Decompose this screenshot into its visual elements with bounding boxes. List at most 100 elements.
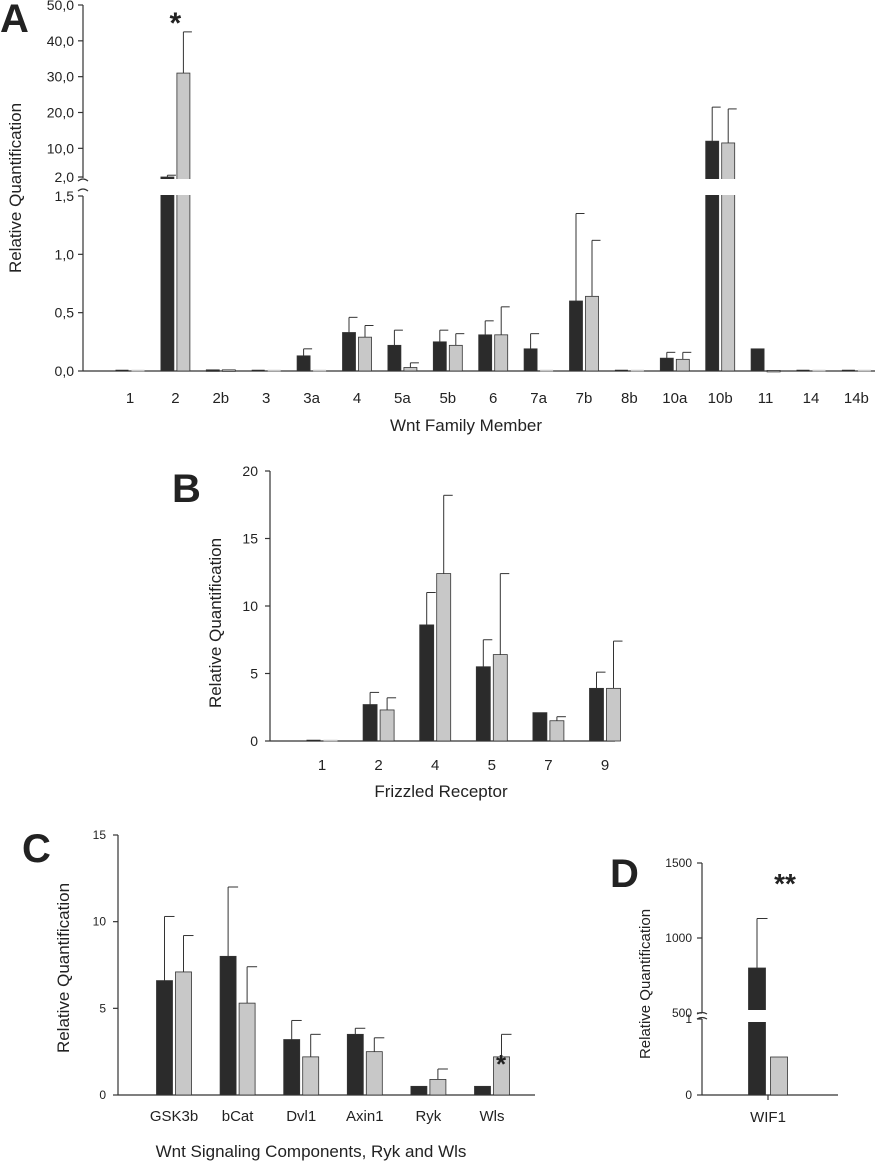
bar [432, 341, 447, 372]
bar [362, 704, 378, 742]
y-tick-label: 15 [242, 531, 258, 547]
panel-a-letter: A [0, 0, 29, 41]
y-tick-label: 1500 [665, 856, 692, 870]
y-tick-label: 10 [242, 598, 258, 614]
bar [419, 624, 435, 742]
bar [721, 142, 736, 372]
bar [549, 720, 565, 742]
bar [478, 334, 493, 372]
y-tick-label: 10,0 [47, 140, 74, 156]
bar [205, 369, 220, 372]
panel-a-y-title: Relative Quantification [6, 103, 25, 273]
y-tick-label: 0,0 [55, 363, 75, 379]
x-tick-label: 10b [708, 390, 733, 407]
bar [342, 332, 356, 372]
y-tick-label: 30,0 [47, 69, 74, 85]
panel-d-letter: D [610, 852, 639, 896]
y-tick-label: 0,5 [55, 305, 75, 321]
bar [302, 1056, 320, 1096]
panel-a-axis-break-icon [77, 178, 89, 192]
panel-d-bars: ** [745, 868, 796, 1096]
bar [175, 971, 192, 1096]
panel-c-bars: * [156, 886, 512, 1096]
bar [523, 348, 538, 372]
bar [238, 1002, 256, 1096]
bar [358, 336, 372, 372]
x-tick-label: 2 [374, 757, 382, 774]
y-tick-label: 5 [99, 1001, 106, 1015]
significance-star: * [496, 1049, 507, 1079]
x-tick-label: 5b [439, 390, 456, 407]
x-tick-label: 7 [544, 757, 552, 774]
y-tick-label: 15 [93, 828, 107, 842]
panel-a-x-title: Wnt Family Member [390, 416, 542, 435]
bar [156, 980, 173, 1096]
bar [219, 955, 237, 1096]
panel-c-x-title: Wnt Signaling Components, Ryk and Wls [156, 1142, 467, 1161]
bar [569, 300, 583, 372]
bar [474, 1085, 491, 1096]
x-tick-label: 5 [488, 757, 496, 774]
bar [379, 709, 395, 742]
panel-b-x-title: Frizzled Receptor [374, 782, 508, 801]
bar [532, 712, 548, 742]
y-tick-label: 10 [93, 915, 107, 929]
panel-c-letter: C [22, 827, 51, 871]
panel-b-letter: B [172, 467, 201, 511]
bar [492, 654, 508, 742]
x-tick-label: 2b [212, 390, 229, 407]
x-tick-label: 8b [621, 390, 638, 407]
x-tick-label: bCat [222, 1108, 255, 1125]
y-tick-label: 1 [685, 1012, 692, 1026]
x-tick-label: WIF1 [750, 1109, 786, 1126]
bar [346, 1033, 364, 1096]
bar [296, 355, 311, 372]
bar [659, 357, 674, 372]
bar [606, 687, 621, 742]
panel-d-x-tick-labels: WIF1 [750, 1095, 786, 1126]
panel-b-y-ticks: 0 5 10 15 20 [242, 463, 270, 749]
y-tick-label: 2,0 [55, 169, 75, 185]
bar [410, 1085, 428, 1096]
x-tick-label: 9 [601, 757, 609, 774]
x-tick-label: Wls [480, 1108, 505, 1125]
axis-break-gap [150, 179, 200, 195]
bar [589, 687, 604, 742]
bar [283, 1039, 301, 1096]
y-tick-label: 40,0 [47, 33, 74, 49]
x-tick-label: 3a [303, 390, 320, 407]
y-tick-label: 1,0 [55, 246, 75, 262]
x-tick-label: 10a [662, 390, 688, 407]
bar [675, 358, 690, 372]
bar [387, 344, 402, 372]
panel-a-bars: * [115, 7, 871, 373]
panel-c-y-ticks: 0 5 10 15 [93, 828, 118, 1102]
x-tick-label: 7b [576, 390, 593, 407]
axis-break-gap [745, 1010, 771, 1022]
x-tick-label: 1 [318, 757, 326, 774]
x-tick-label: 11 [758, 390, 774, 407]
y-tick-label: 0 [99, 1088, 106, 1102]
bar [448, 344, 463, 372]
bar [436, 573, 452, 742]
x-tick-label: 14b [844, 390, 869, 407]
x-tick-label: 7a [530, 390, 547, 407]
bar [365, 1051, 383, 1096]
y-tick-label: 0 [685, 1088, 692, 1102]
panel-a-y-ticks: 0,0 0,5 1,0 1,5 2,0 10,0 20,0 30,0 40,0 50,0 [47, 0, 83, 379]
panel-b-bars [306, 494, 623, 742]
x-tick-label: GSK3b [150, 1108, 198, 1125]
x-tick-label: 4 [431, 757, 439, 774]
significance-star: ** [774, 868, 796, 899]
bar [770, 1056, 788, 1096]
bar [429, 1079, 447, 1096]
y-tick-label: 1,5 [55, 188, 75, 204]
panel-c-x-tick-labels: GSK3b bCat Dvl1 Axin1 Ryk Wls [150, 1108, 505, 1125]
x-tick-label: 5a [394, 390, 411, 407]
x-tick-label: 1 [126, 390, 134, 407]
bar [750, 348, 765, 372]
y-tick-label: 500 [672, 1006, 692, 1020]
bar [766, 370, 781, 373]
x-tick-label: Dvl1 [286, 1108, 316, 1125]
